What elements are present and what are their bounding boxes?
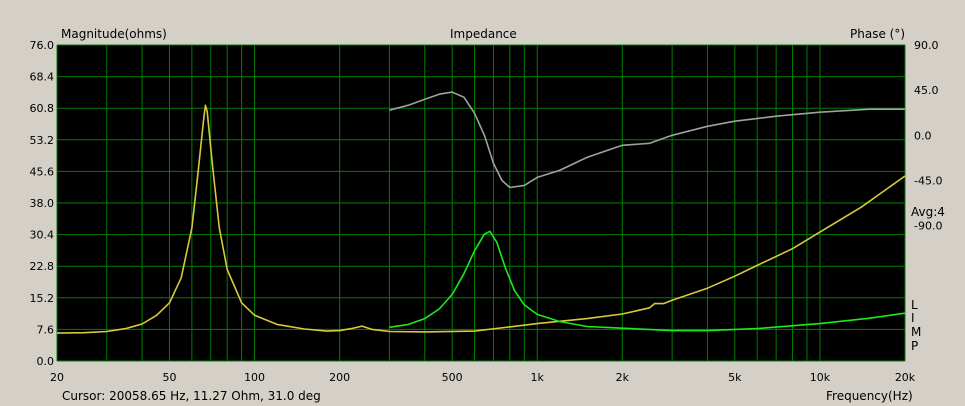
y-right-tick-label: 45.0 xyxy=(914,84,939,97)
x-tick-label: 1k xyxy=(531,371,545,384)
y-axis-left-label: Magnitude(ohms) xyxy=(61,27,167,41)
x-tick-label: 20 xyxy=(50,371,64,384)
chart-title: Impedance xyxy=(450,27,517,41)
x-axis-label: Frequency(Hz) xyxy=(826,389,913,403)
side-label-m: M xyxy=(911,325,922,339)
grid xyxy=(56,44,906,362)
cursor-readout: Cursor: 20058.65 Hz, 11.27 Ohm, 31.0 deg xyxy=(62,389,321,403)
x-tick-label: 100 xyxy=(244,371,265,384)
side-label-l: L xyxy=(911,298,918,312)
y-left-tick-label: 22.8 xyxy=(30,260,55,273)
y-left-tick-label: 76.0 xyxy=(30,39,55,52)
y-left-tick-label: 60.8 xyxy=(30,102,55,115)
y-axis-right-label: Phase (°) xyxy=(850,27,906,41)
y-right-tick-label: -45.0 xyxy=(914,174,942,187)
y-left-tick-label: 7.6 xyxy=(37,323,55,336)
y-left-tick-label: 53.2 xyxy=(30,134,55,147)
x-tick-label: 200 xyxy=(329,371,350,384)
side-label-p: P xyxy=(911,339,919,353)
x-tick-label: 2k xyxy=(616,371,630,384)
tick-labels: 20 50 100 200 500 1k 2k 5k 10k 20k 0.0 7.6 15.2 22.8 3… xyxy=(30,39,943,384)
x-tick-label: 20k xyxy=(895,371,916,384)
y-left-tick-label: 30.4 xyxy=(30,229,55,242)
x-tick-label: 500 xyxy=(442,371,463,384)
y-left-tick-label: 45.6 xyxy=(30,165,55,178)
avg-label: Avg:4 xyxy=(911,205,945,219)
series-line-1 xyxy=(389,230,906,332)
y-left-tick-label: 0.0 xyxy=(37,355,55,368)
y-left-tick-label: 68.4 xyxy=(30,71,55,84)
side-label-i: I xyxy=(911,311,915,325)
series-line-0 xyxy=(56,104,906,334)
y-right-tick-label: 90.0 xyxy=(914,39,939,52)
curves xyxy=(56,91,906,334)
y-right-tick-label: 0.0 xyxy=(914,129,932,142)
series-line-2 xyxy=(389,91,905,189)
x-tick-label: 5k xyxy=(728,371,742,384)
y-right-tick-label: -90.0 xyxy=(914,220,942,233)
x-tick-label: 10k xyxy=(810,371,831,384)
y-left-tick-label: 38.0 xyxy=(30,197,55,210)
x-tick-label: 50 xyxy=(162,371,176,384)
y-left-tick-label: 15.2 xyxy=(30,292,55,305)
